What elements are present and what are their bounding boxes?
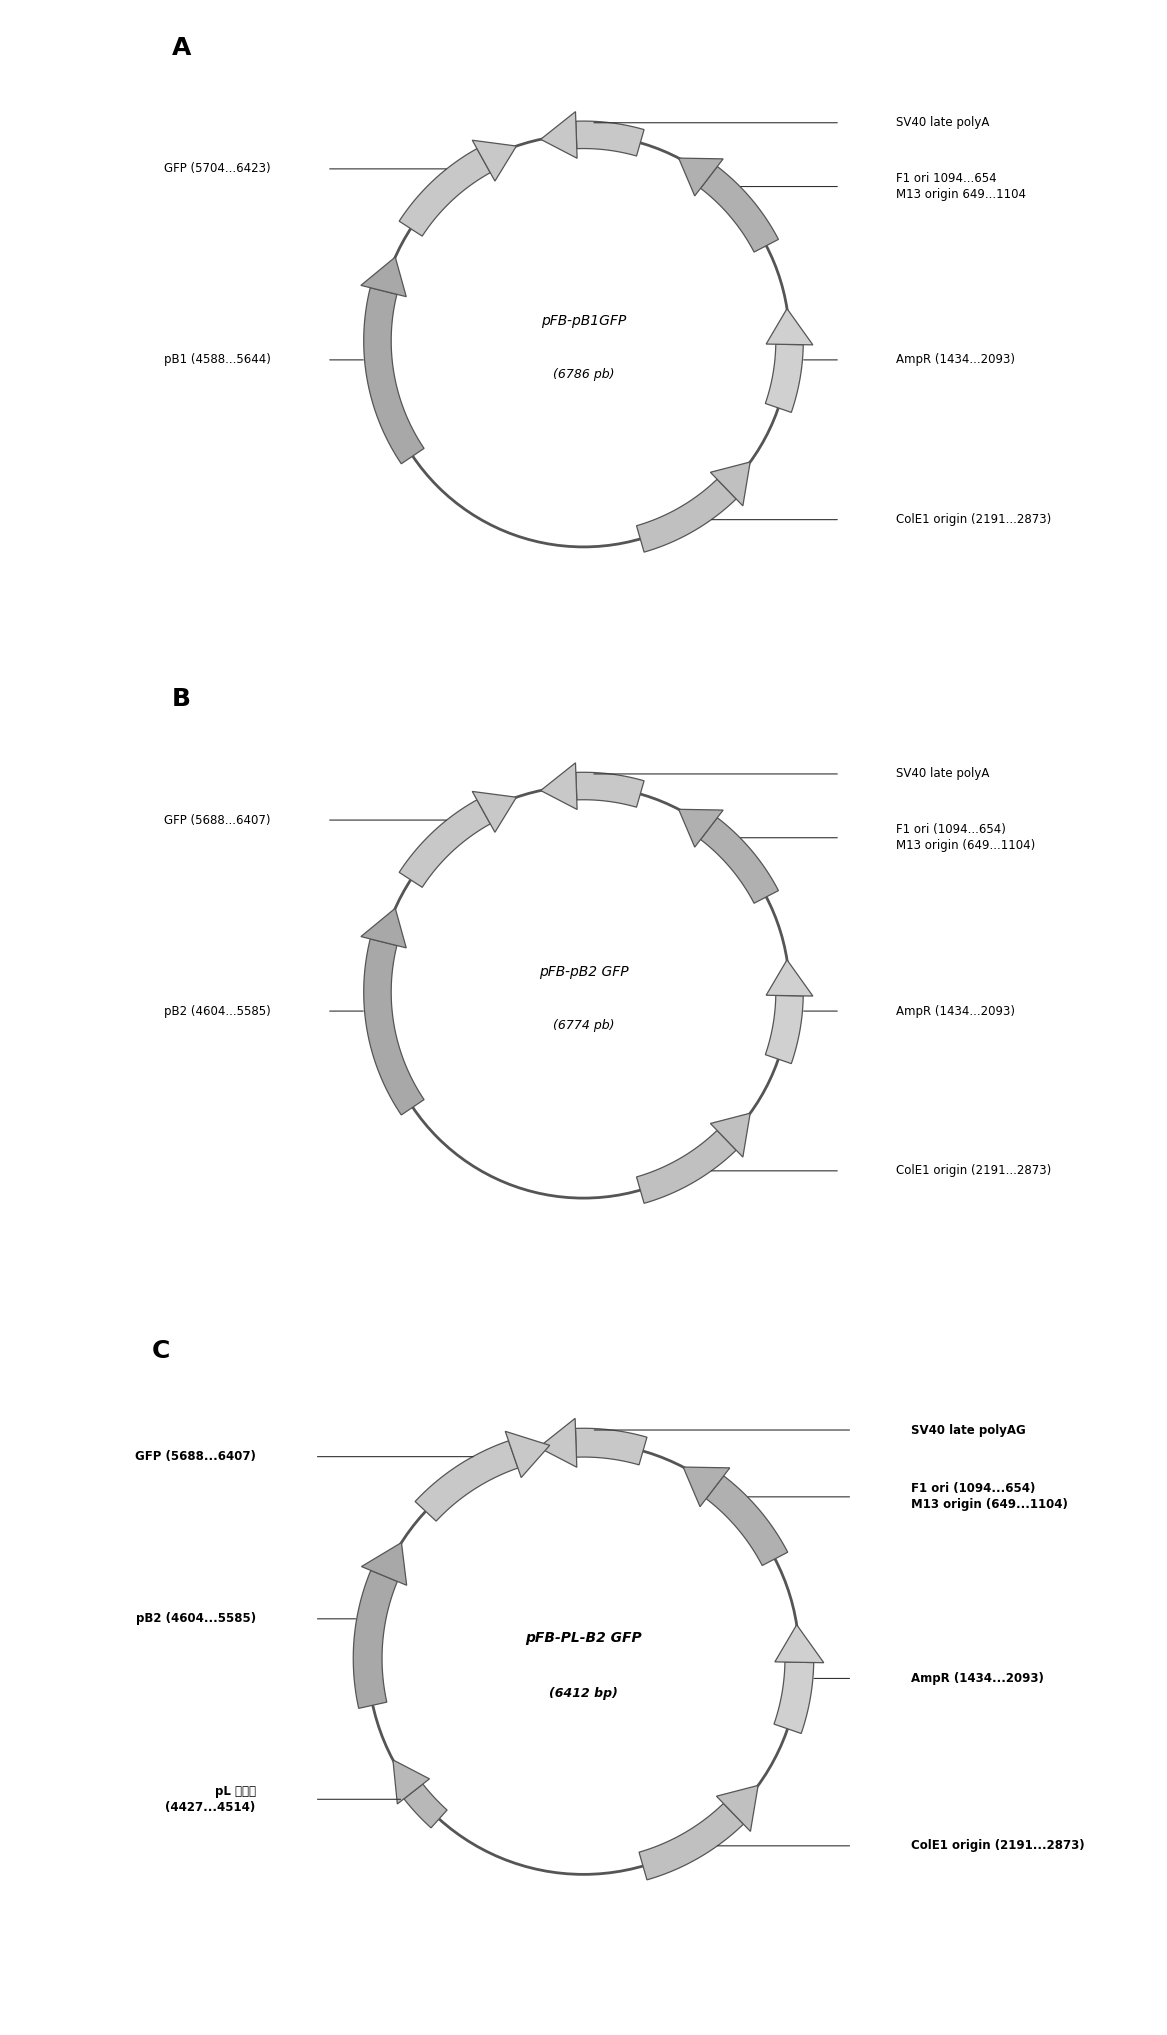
Text: pB1 (4588...5644): pB1 (4588...5644) — [163, 354, 271, 366]
Polygon shape — [640, 1803, 743, 1880]
Text: pB2 (4604...5585): pB2 (4604...5585) — [163, 1005, 271, 1018]
Text: GFP (5688...6407): GFP (5688...6407) — [135, 1451, 256, 1463]
Text: F1 ori (1094...654)
M13 origin (649...1104): F1 ori (1094...654) M13 origin (649...11… — [911, 1481, 1068, 1512]
Text: F1 ori (1094...654)
M13 origin (649...1104): F1 ori (1094...654) M13 origin (649...11… — [896, 824, 1035, 853]
Polygon shape — [575, 773, 644, 808]
Polygon shape — [711, 1113, 750, 1158]
Polygon shape — [361, 256, 406, 297]
Polygon shape — [364, 938, 424, 1115]
Polygon shape — [364, 287, 424, 464]
Text: F1 ori 1094...654
M13 origin 649...1104: F1 ori 1094...654 M13 origin 649...1104 — [896, 173, 1027, 201]
Polygon shape — [775, 1624, 824, 1663]
Text: pL 启动子
(4427...4514): pL 启动子 (4427...4514) — [166, 1785, 256, 1813]
Polygon shape — [766, 344, 803, 413]
Polygon shape — [415, 1441, 518, 1520]
Polygon shape — [679, 159, 724, 195]
Text: SV40 late polyAG: SV40 late polyAG — [911, 1424, 1026, 1437]
Polygon shape — [679, 810, 724, 847]
Polygon shape — [362, 1543, 406, 1585]
Polygon shape — [399, 800, 490, 887]
Polygon shape — [399, 149, 490, 236]
Polygon shape — [683, 1467, 729, 1506]
Text: (6786 pb): (6786 pb) — [553, 368, 614, 381]
Polygon shape — [766, 995, 803, 1064]
Text: pFB-PL-B2 GFP: pFB-PL-B2 GFP — [525, 1630, 642, 1644]
Polygon shape — [473, 140, 517, 181]
Text: GFP (5688...6407): GFP (5688...6407) — [165, 814, 271, 826]
Text: pFB-pB2 GFP: pFB-pB2 GFP — [539, 965, 628, 979]
Text: C: C — [152, 1339, 170, 1363]
Polygon shape — [473, 792, 517, 832]
Text: AmpR (1434...2093): AmpR (1434...2093) — [896, 354, 1015, 366]
Polygon shape — [717, 1785, 759, 1832]
Polygon shape — [540, 112, 578, 159]
Polygon shape — [575, 1429, 647, 1465]
Polygon shape — [539, 1418, 576, 1467]
Polygon shape — [393, 1760, 429, 1803]
Polygon shape — [700, 167, 778, 252]
Text: ColE1 origin (2191...2873): ColE1 origin (2191...2873) — [911, 1840, 1085, 1852]
Text: GFP (5704...6423): GFP (5704...6423) — [165, 163, 271, 175]
Text: ColE1 origin (2191...2873): ColE1 origin (2191...2873) — [896, 513, 1051, 527]
Polygon shape — [767, 309, 813, 344]
Polygon shape — [711, 462, 750, 507]
Polygon shape — [354, 1571, 398, 1707]
Polygon shape — [575, 122, 644, 157]
Text: pFB-pB1GFP: pFB-pB1GFP — [540, 313, 627, 328]
Text: AmpR (1434...2093): AmpR (1434...2093) — [896, 1005, 1015, 1018]
Polygon shape — [404, 1785, 447, 1827]
Text: B: B — [172, 688, 190, 710]
Polygon shape — [700, 818, 778, 904]
Text: SV40 late polyA: SV40 late polyA — [896, 116, 990, 130]
Polygon shape — [505, 1431, 550, 1477]
Text: AmpR (1434...2093): AmpR (1434...2093) — [911, 1673, 1044, 1685]
Text: ColE1 origin (2191...2873): ColE1 origin (2191...2873) — [896, 1164, 1051, 1178]
Text: A: A — [172, 35, 190, 59]
Polygon shape — [540, 763, 578, 810]
Text: pB2 (4604...5585): pB2 (4604...5585) — [135, 1612, 256, 1626]
Polygon shape — [636, 1129, 736, 1203]
Text: SV40 late polyA: SV40 late polyA — [896, 767, 990, 781]
Text: (6412 bp): (6412 bp) — [548, 1687, 619, 1699]
Text: (6774 pb): (6774 pb) — [553, 1020, 614, 1032]
Polygon shape — [636, 478, 736, 551]
Polygon shape — [767, 961, 813, 995]
Polygon shape — [361, 908, 406, 948]
Polygon shape — [774, 1663, 813, 1734]
Polygon shape — [706, 1475, 788, 1565]
